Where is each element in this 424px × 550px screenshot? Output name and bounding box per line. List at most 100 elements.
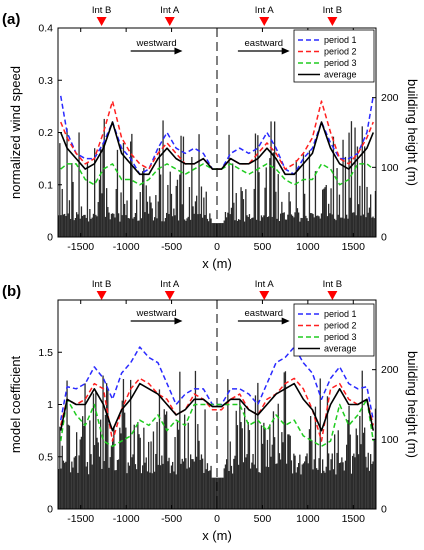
building-bar: [260, 425, 263, 509]
building-bar: [299, 221, 301, 237]
building-bar: [127, 218, 129, 237]
building-bar: [234, 220, 236, 237]
building-bar: [184, 414, 186, 509]
building-bar: [253, 464, 255, 509]
building-bar: [140, 473, 143, 509]
building-bar: [144, 212, 146, 237]
building-bar: [145, 185, 147, 237]
building-bar: [67, 213, 69, 237]
panel-letter: (b): [2, 283, 21, 300]
building-bar: [164, 414, 167, 509]
building-bar: [222, 223, 224, 237]
building-bar: [181, 458, 183, 509]
building-bar: [96, 216, 98, 237]
building-bar: [298, 463, 300, 509]
building-bar: [94, 445, 96, 509]
building-bar: [125, 427, 127, 509]
building-bar: [84, 214, 86, 237]
arrow-head-icon: [281, 47, 290, 55]
building-bar: [248, 214, 251, 237]
building-bar: [137, 422, 139, 509]
building-bar: [107, 387, 109, 509]
building-bar: [272, 411, 275, 509]
building-bar: [64, 462, 66, 509]
building-bar: [304, 461, 306, 509]
building-bar: [232, 163, 234, 237]
x-tick-label: -1500: [67, 241, 94, 253]
building-bar: [360, 444, 362, 509]
series-lines: [59, 95, 375, 186]
building-bar: [368, 207, 371, 237]
building-bar: [250, 219, 252, 237]
building-bar: [164, 217, 167, 237]
building-bar: [158, 148, 161, 237]
building-bar: [172, 461, 174, 509]
building-bar: [83, 214, 85, 237]
building-bar: [209, 213, 211, 237]
building-bar: [136, 469, 138, 509]
building-bar: [259, 220, 261, 237]
building-bar: [72, 181, 74, 237]
building-bar: [342, 139, 344, 237]
building-bar: [200, 454, 203, 509]
building-bar: [300, 474, 302, 509]
building-bar: [124, 203, 126, 237]
building-bar: [190, 219, 192, 237]
building-bar: [220, 477, 222, 509]
building-bar: [314, 171, 317, 237]
building-bar: [138, 220, 140, 237]
building-bar: [265, 466, 267, 509]
building-bar: [217, 223, 219, 237]
building-bar: [167, 461, 169, 509]
building-bar: [337, 214, 339, 237]
y-tick-label: 0.5: [38, 451, 53, 463]
building-bar: [328, 203, 330, 237]
building-bar: [98, 179, 101, 237]
intersection-marker-icon: [327, 291, 338, 300]
direction-label: eastward: [245, 38, 284, 49]
building-bar: [109, 457, 111, 509]
y-tick-label: 0: [47, 232, 53, 244]
building-bar: [65, 216, 67, 237]
building-bar: [150, 202, 152, 237]
building-bar: [79, 218, 81, 237]
building-skyline: [58, 118, 376, 237]
building-bar: [73, 457, 75, 509]
building-bar: [329, 213, 331, 237]
x-tick-label: -500: [161, 241, 182, 253]
building-bar: [238, 219, 240, 237]
building-bar: [151, 208, 153, 237]
building-bar: [247, 216, 249, 237]
building-bar: [163, 221, 165, 237]
building-bar: [293, 453, 295, 509]
building-bar: [318, 216, 320, 237]
building-bar: [68, 425, 71, 509]
building-bar: [335, 474, 337, 509]
building-bar: [146, 201, 149, 237]
building-bar: [359, 185, 361, 237]
building-bar: [241, 428, 243, 509]
building-bar: [130, 379, 132, 509]
building-bar: [114, 217, 116, 237]
building-bar: [116, 460, 119, 509]
building-bar: [359, 416, 361, 509]
building-bar: [217, 477, 219, 509]
building-bar: [283, 212, 285, 237]
building-bar: [344, 156, 347, 237]
building-bar: [161, 221, 163, 237]
building-bar: [139, 192, 141, 237]
building-bar: [268, 216, 270, 237]
intersection-label: Int B: [323, 279, 343, 290]
x-tick-label: 1000: [296, 241, 320, 253]
building-bar: [346, 444, 348, 509]
building-bar: [176, 421, 179, 509]
building-bar: [102, 142, 104, 237]
building-bar: [290, 214, 293, 237]
building-bar: [364, 146, 366, 237]
building-bar: [338, 194, 341, 237]
building-bar: [274, 121, 276, 237]
building-bar: [60, 468, 62, 509]
series-line-period-1: [59, 346, 375, 421]
building-bar: [235, 193, 237, 237]
